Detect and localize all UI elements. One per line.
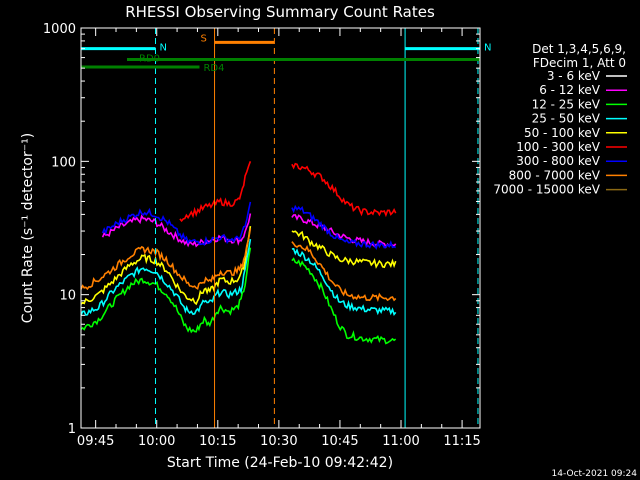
legend-label-3-6-kev: 3 - 6 keV (547, 69, 601, 83)
marker-label-n: N (484, 43, 491, 54)
plot-frame (80, 27, 481, 429)
footer-date: 14-Oct-2021 09:24 (552, 469, 638, 479)
legend-label-7000-15000-kev: 7000 - 15000 keV (493, 183, 600, 197)
x-tick-label: 10:00 (138, 434, 175, 449)
x-tick-label: 11:15 (443, 434, 480, 449)
legend-label-300-800-kev: 300 - 800 keV (516, 154, 600, 168)
legend-label-800-7000-kev: 800 - 7000 keV (509, 168, 601, 182)
series-300-800-kev (101, 201, 397, 251)
legend-label-6-12-kev: 6 - 12 keV (539, 83, 601, 97)
legend-label-25-50-kev: 25 - 50 keV (532, 112, 601, 126)
y-tick-label: 1 (68, 422, 76, 437)
series-100-300-kev (179, 161, 397, 223)
legend-label-50-100-kev: 50 - 100 keV (524, 126, 601, 140)
legend: Det 1,3,4,5,6,9, FDecim 1, Att 0 3 - 6 k… (493, 42, 627, 197)
marker-label-n: N (160, 43, 167, 54)
marker-label-s: S (201, 33, 207, 44)
series-layer (80, 161, 397, 345)
x-tick-label: 09:45 (77, 434, 114, 449)
legend-label-100-300-kev: 100 - 300 keV (516, 140, 600, 154)
series-50-100-kev (80, 225, 397, 306)
plot-border (80, 27, 481, 429)
marker-label-rd4: RD4 (203, 63, 224, 74)
event-lines-layer (80, 28, 479, 428)
x-tick-label: 10:30 (260, 434, 297, 449)
x-tick-label: 10:15 (199, 434, 236, 449)
y-axis-label: Count Rate (s⁻¹ detector⁻¹) (20, 133, 36, 323)
x-axis-label: Start Time (24-Feb-10 09:42:42) (167, 455, 393, 471)
y-tick-label: 10 (59, 289, 76, 304)
chart-title: RHESSI Observing Summary Count Rates (125, 3, 435, 21)
series-800-7000-kev (80, 228, 397, 302)
series-12-25-kev (80, 247, 397, 345)
series-25-50-kev (80, 238, 397, 317)
tick-layer: 1 10 100 1000 09:45 10:00 10:15 10:30 10:45 11:00… (43, 22, 481, 449)
y-tick-label: 100 (51, 155, 76, 170)
x-tick-label: 10:45 (321, 434, 358, 449)
y-tick-label: 1000 (43, 22, 76, 37)
marker-label-rd0: RD0 (139, 54, 160, 65)
legend-header-1: Det 1,3,4,5,6,9, (532, 42, 626, 56)
x-tick-label: 11:00 (382, 434, 419, 449)
legend-label-12-25-kev: 12 - 25 keV (532, 97, 601, 111)
legend-header-2: FDecim 1, Att 0 (533, 56, 626, 70)
